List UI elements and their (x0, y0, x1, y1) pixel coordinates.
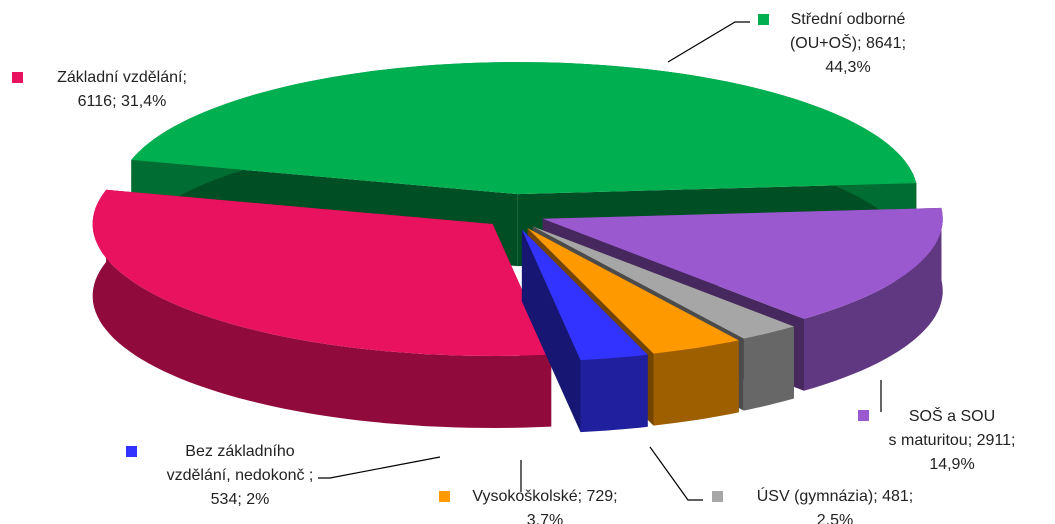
data-label: s maturitou; 2911; (889, 432, 1016, 449)
slice-wall (743, 326, 794, 411)
slice-wall (92, 189, 552, 428)
slice-wall (653, 340, 739, 426)
slice-wall (804, 207, 943, 391)
data-label: ÚSV (gymnázia); 481; (757, 486, 914, 505)
label-swatch (12, 72, 23, 83)
label-swatch (858, 410, 869, 421)
data-label: Vysokoškolské; 729; (472, 488, 617, 505)
label-swatch (712, 491, 723, 502)
data-label: 6116; 31,4% (78, 93, 167, 110)
data-label: vzdělání, nedokonč ; (167, 467, 314, 484)
data-label: 14,9% (929, 456, 974, 473)
data-label: 44,3% (825, 59, 870, 76)
leader-line (667, 21, 750, 63)
slice (131, 62, 917, 195)
data-label: 2.5% (817, 512, 853, 524)
data-label: Základní vzdělání; (57, 69, 187, 86)
data-label: Bez základního (185, 443, 295, 460)
data-label: 3.7% (527, 512, 563, 524)
label-swatch (439, 491, 450, 502)
slice (521, 229, 648, 361)
leader-line (649, 446, 703, 501)
label-swatch (758, 14, 769, 25)
data-label: 534; 2% (211, 491, 270, 508)
slice (92, 189, 552, 356)
slice (527, 228, 739, 354)
slice (542, 207, 943, 319)
data-label: Střední odborné (791, 11, 906, 28)
slice (532, 226, 794, 339)
data-label: (OU+OŠ); 8641; (790, 33, 906, 52)
data-label: SOŠ a SOU (909, 406, 995, 425)
label-swatch (126, 446, 137, 457)
slice-wall (580, 354, 648, 433)
leader-line (318, 456, 441, 479)
slice-side (521, 229, 581, 433)
